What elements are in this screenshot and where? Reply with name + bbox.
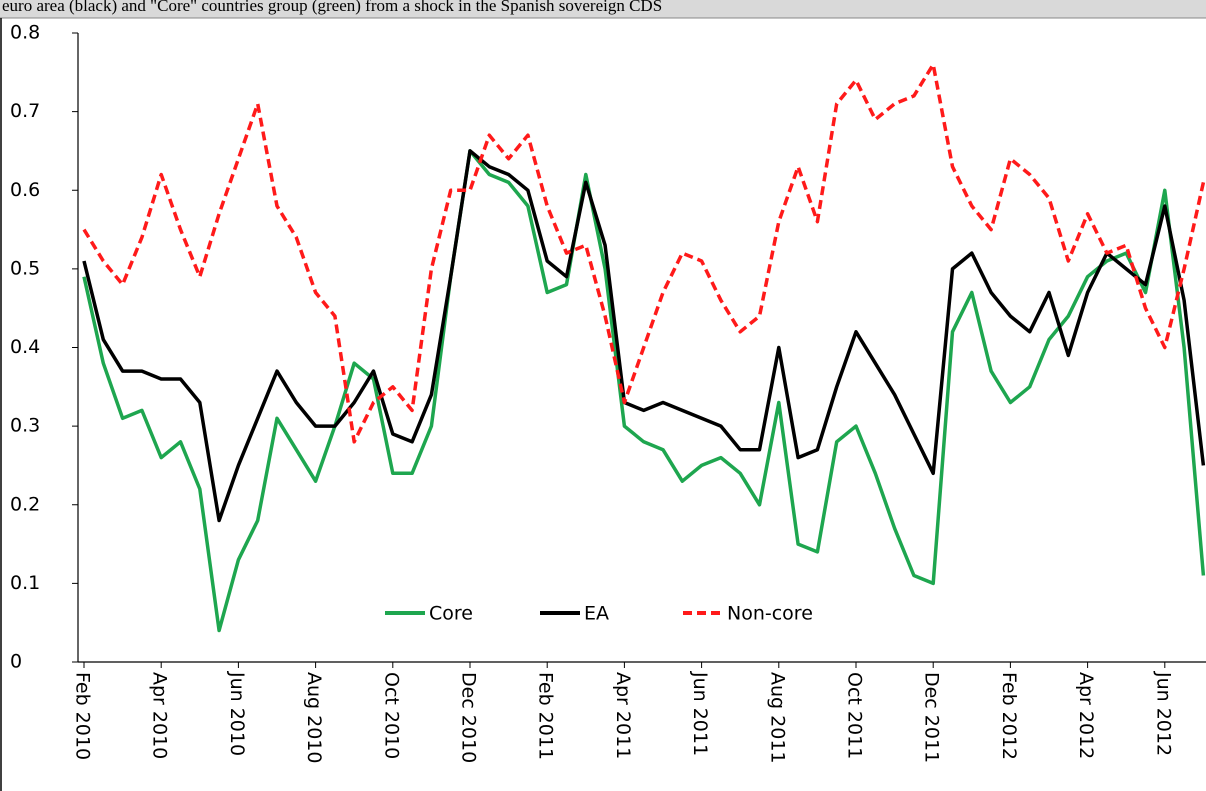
x-tick-label: Dec 2010: [458, 672, 480, 763]
x-tick-label: Dec 2011: [921, 672, 943, 763]
y-tick-label: 0.2: [10, 493, 40, 515]
x-tick-label: Apr 2011: [612, 672, 634, 759]
x-tick-label: Feb 2010: [72, 672, 94, 760]
chart-title: euro area (black) and "Core" countries g…: [2, 0, 662, 15]
legend-label: Non-core: [727, 603, 813, 625]
x-tick-label: Oct 2011: [844, 672, 866, 759]
x-tick-label: Apr 2010: [149, 672, 171, 759]
series-line: [82, 62, 1206, 444]
legend-label: Core: [429, 603, 473, 625]
y-tick-label: 0.4: [10, 336, 40, 358]
y-tick-label: 0.6: [10, 179, 40, 201]
y-tick-label: 0: [10, 651, 22, 673]
legend-label: EA: [584, 603, 609, 625]
x-tick-label: Oct 2010: [380, 672, 402, 759]
x-tick-label: Jun 2012: [1152, 671, 1174, 756]
y-tick-label: 0.1: [10, 572, 40, 594]
x-tick-label: Aug 2010: [303, 672, 325, 764]
series-line: [82, 149, 1206, 523]
header-band: [0, 0, 1206, 18]
y-tick-label: 0.8: [10, 22, 40, 44]
x-tick-label: Feb 2011: [535, 672, 557, 760]
x-tick-label: Feb 2012: [998, 672, 1020, 760]
x-tick-label: Apr 2012: [1075, 672, 1097, 759]
x-tick-label: Jun 2010: [226, 671, 248, 756]
y-tick-label: 0.7: [10, 100, 40, 122]
y-tick-label: 0.3: [10, 415, 40, 437]
series-line: [82, 149, 1206, 633]
y-tick-label: 0.5: [10, 257, 40, 279]
x-tick-label: Aug 2011: [766, 672, 788, 764]
x-tick-label: Jun 2011: [689, 671, 711, 756]
